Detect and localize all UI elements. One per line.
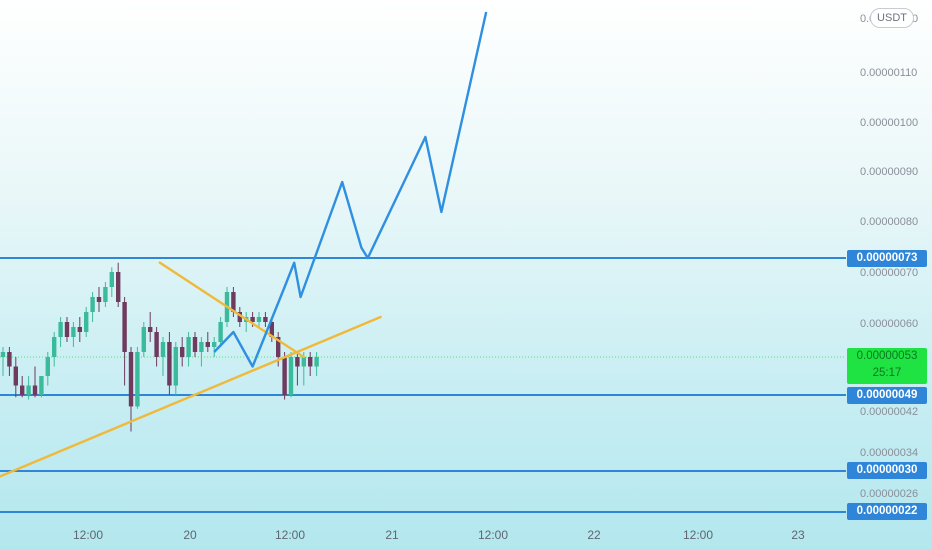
level-tag: 0.00000022 xyxy=(847,503,927,520)
trendline xyxy=(158,261,305,359)
candle-body xyxy=(103,287,108,302)
candle-body xyxy=(7,352,12,367)
y-tick-label: 0.00000100 xyxy=(860,117,918,129)
axis-labels: 0.00000020 0.00000110 0.00000100 0.00000… xyxy=(73,13,918,542)
level-tag: 0.00000049 xyxy=(847,387,927,404)
horizontal-levels xyxy=(0,257,846,513)
candle-body xyxy=(218,322,223,342)
candle-body xyxy=(71,327,76,337)
candle-body xyxy=(282,357,287,395)
candle-body xyxy=(32,385,38,395)
candle-body xyxy=(90,297,95,312)
candle-body xyxy=(308,357,313,367)
candle-body xyxy=(263,317,268,322)
y-tick-label: 0.00000034 xyxy=(860,447,918,459)
x-tick-label: 12:00 xyxy=(683,528,713,542)
candle-body xyxy=(0,352,6,357)
y-tick-label: 0.00000090 xyxy=(860,166,918,178)
x-tick-label: 23 xyxy=(791,528,805,542)
candle-body xyxy=(128,352,134,407)
projection-path xyxy=(213,11,488,368)
candles xyxy=(0,262,319,432)
candle-body xyxy=(301,357,306,367)
x-tick-label: 12:00 xyxy=(73,528,103,542)
candle-body xyxy=(173,347,178,386)
candle-body xyxy=(295,357,300,367)
candle-body xyxy=(77,327,82,332)
candle-body xyxy=(237,312,242,322)
candle-body xyxy=(135,352,140,407)
candle-body xyxy=(231,292,236,312)
y-tick-label: 0.00000110 xyxy=(860,67,917,79)
candle-body xyxy=(13,366,18,386)
level-tag: 0.00000030 xyxy=(847,462,927,479)
x-tick-label: 20 xyxy=(183,528,197,542)
candle-body xyxy=(26,385,31,395)
candle-body xyxy=(148,327,153,332)
x-tick-label: 12:00 xyxy=(275,528,305,542)
countdown: 25:17 xyxy=(872,367,902,379)
candle-body xyxy=(20,385,25,395)
candle-body xyxy=(45,357,50,376)
candle-body xyxy=(160,342,166,357)
y-tick-label: 0.00000080 xyxy=(860,216,918,228)
currency-badge[interactable]: USDT xyxy=(870,8,914,28)
candle-body xyxy=(288,357,294,395)
x-tick-label: 21 xyxy=(385,528,399,542)
triangle-trendlines xyxy=(0,261,382,478)
candle-body xyxy=(256,317,262,322)
candle-body xyxy=(96,297,102,302)
x-tick-label: 22 xyxy=(587,528,601,542)
candle-body xyxy=(199,342,204,352)
candle-body xyxy=(314,357,319,367)
y-tick-label: 0.00000070 xyxy=(860,267,918,279)
candle-body xyxy=(116,272,121,302)
candle-body xyxy=(52,337,57,357)
x-tick-label: 12:00 xyxy=(478,528,508,542)
level-tag: 0.00000073 xyxy=(847,250,927,267)
trendline xyxy=(0,315,382,478)
candle-body xyxy=(186,337,191,357)
candle-body xyxy=(39,376,44,395)
candle-body xyxy=(212,342,217,347)
candle-body xyxy=(109,272,114,287)
candle-body xyxy=(205,342,210,347)
last-price-value: 0.00000053 xyxy=(856,350,918,362)
candle-body xyxy=(180,347,185,357)
y-tick-label: 0.00000026 xyxy=(860,488,918,500)
candle-body xyxy=(250,317,255,322)
y-tick-label: 0.00000042 xyxy=(860,406,918,418)
candle-body xyxy=(122,302,127,352)
candle-body xyxy=(58,322,63,337)
candle-body xyxy=(269,322,274,337)
candle-body xyxy=(84,312,89,332)
candle-body xyxy=(167,342,172,386)
candle-body xyxy=(154,332,159,357)
candle-body xyxy=(276,337,281,357)
candle-body xyxy=(64,322,70,337)
candle-body xyxy=(141,327,146,352)
y-tick-label: 0.00000060 xyxy=(860,318,918,330)
last-price-tag: 0.00000053 25:17 xyxy=(847,348,927,384)
candle-body xyxy=(192,337,198,352)
